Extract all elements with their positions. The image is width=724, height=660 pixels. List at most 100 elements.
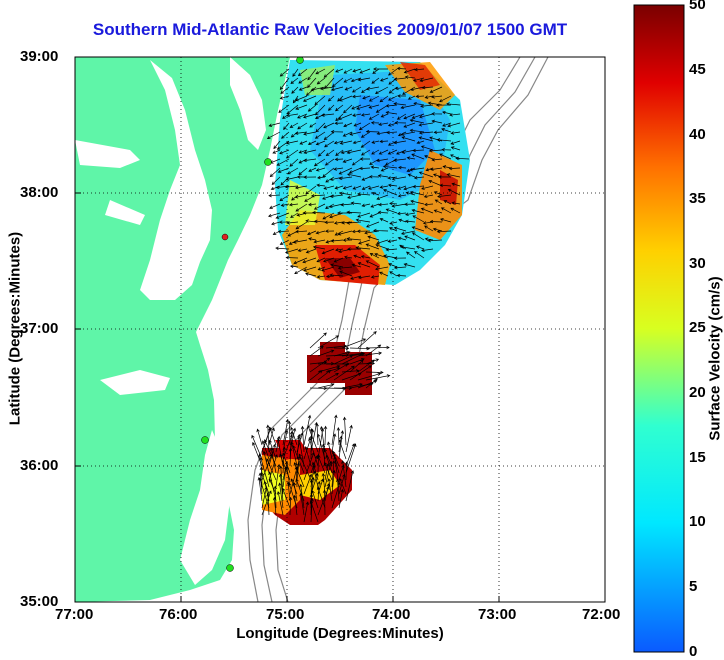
velocity-arrow	[334, 230, 344, 236]
velocity-arrow	[268, 212, 281, 218]
velocity-arrow	[305, 248, 317, 254]
colorbar-tick-label: 5	[689, 578, 698, 595]
velocity-arrow	[317, 266, 326, 271]
velocity-arrow	[370, 203, 380, 208]
velocity-arrow	[355, 246, 371, 250]
velocity-arrow	[374, 266, 389, 271]
velocity-arrow	[411, 208, 425, 214]
velocity-arrow	[308, 237, 317, 241]
velocity-arrow	[436, 138, 452, 142]
velocity-arrow	[311, 490, 319, 509]
velocity-arrow	[346, 210, 362, 214]
velocity-arrow	[361, 176, 371, 181]
velocity-arrow	[271, 221, 281, 226]
velocity-arrow	[342, 238, 353, 242]
velocity-arrow	[362, 95, 371, 100]
colorbar-tick-label: 40	[689, 126, 706, 143]
velocity-arrow	[353, 254, 362, 259]
velocity-arrow	[293, 462, 305, 488]
velocity-arrow	[305, 219, 317, 223]
velocity-arrow	[293, 257, 308, 265]
velocity-arrow	[404, 235, 416, 241]
velocity-arrow	[442, 122, 452, 127]
velocity-arrow	[329, 273, 344, 277]
colorbar-tick-label: 0	[689, 643, 698, 660]
velocity-arrow	[333, 140, 344, 145]
x-tick-label: 76:00	[159, 606, 198, 623]
velocity-arrow	[439, 95, 452, 103]
velocity-arrow	[387, 149, 398, 155]
velocity-arrow	[290, 441, 298, 467]
velocity-arrow	[302, 95, 317, 102]
velocity-arrow	[421, 85, 434, 90]
velocity-arrow	[361, 185, 371, 190]
velocity-arrow	[428, 149, 443, 153]
velocity-arrow	[297, 435, 305, 467]
velocity-arrow	[292, 68, 299, 77]
velocity-arrow	[365, 374, 391, 381]
colorbar-tick-label: 20	[689, 384, 706, 401]
velocity-arrow	[313, 239, 326, 244]
velocity-arrow	[411, 226, 425, 232]
velocity-arrow	[338, 439, 347, 460]
y-tick-label: 39:00	[20, 48, 59, 65]
velocity-arrow	[279, 194, 290, 202]
velocity-arrow	[424, 202, 434, 207]
velocity-arrow	[371, 149, 380, 155]
velocity-arrow	[370, 165, 380, 169]
velocity-arrow	[323, 68, 335, 78]
velocity-arrow	[350, 201, 362, 205]
velocity-arrow	[446, 173, 461, 178]
velocity-arrow	[366, 221, 380, 228]
velocity-arrow	[294, 266, 308, 275]
velocity-arrow	[352, 68, 362, 73]
velocity-arrow	[365, 243, 380, 250]
velocity-arrow	[447, 122, 461, 128]
velocity-arrow	[376, 194, 389, 200]
velocity-arrow	[409, 190, 425, 196]
velocity-arrow	[328, 203, 344, 209]
velocity-arrow	[342, 416, 347, 446]
velocity-arrow	[322, 212, 335, 220]
velocity-arrow	[333, 346, 350, 351]
velocity-arrow	[333, 365, 355, 381]
velocity-arrow	[281, 487, 291, 509]
velocity-arrow	[400, 245, 416, 250]
velocity-arrow	[323, 131, 335, 141]
velocity-arrow	[325, 203, 335, 209]
y-tick-label: 38:00	[20, 184, 59, 201]
velocity-arrow	[331, 77, 344, 88]
velocity-arrow	[376, 131, 389, 136]
velocity-arrow	[278, 473, 284, 502]
station-marker-5	[226, 564, 234, 572]
velocity-arrow	[352, 113, 362, 117]
velocity-arrow	[276, 158, 290, 166]
velocity-arrow	[424, 225, 434, 232]
velocity-arrow	[277, 229, 290, 234]
velocity-arrow	[271, 176, 281, 186]
velocity-arrow	[391, 203, 407, 208]
velocity-arrow	[347, 194, 362, 199]
velocity-arrow	[333, 355, 354, 365]
velocity-arrow	[455, 156, 470, 161]
velocity-arrow	[286, 221, 299, 225]
velocity-arrow	[429, 136, 443, 142]
velocity-arrow	[434, 199, 443, 205]
velocity-arrow	[433, 130, 443, 135]
velocity-arrow	[316, 486, 326, 509]
velocity-arrow	[324, 220, 335, 225]
velocity-arrow	[359, 166, 371, 171]
velocity-arrow	[451, 201, 461, 205]
velocity-arrow	[416, 140, 425, 145]
velocity-arrow	[315, 167, 326, 172]
velocity-arrow	[337, 230, 353, 236]
land-mass	[75, 57, 290, 602]
velocity-arrow	[368, 95, 380, 102]
velocity-arrow	[352, 140, 362, 145]
velocity-arrow	[371, 77, 380, 84]
velocity-arrow	[418, 113, 434, 119]
velocity-arrow	[315, 104, 326, 116]
velocity-arrow	[319, 86, 335, 91]
velocity-arrow	[300, 425, 305, 453]
velocity-arrow	[307, 68, 317, 81]
